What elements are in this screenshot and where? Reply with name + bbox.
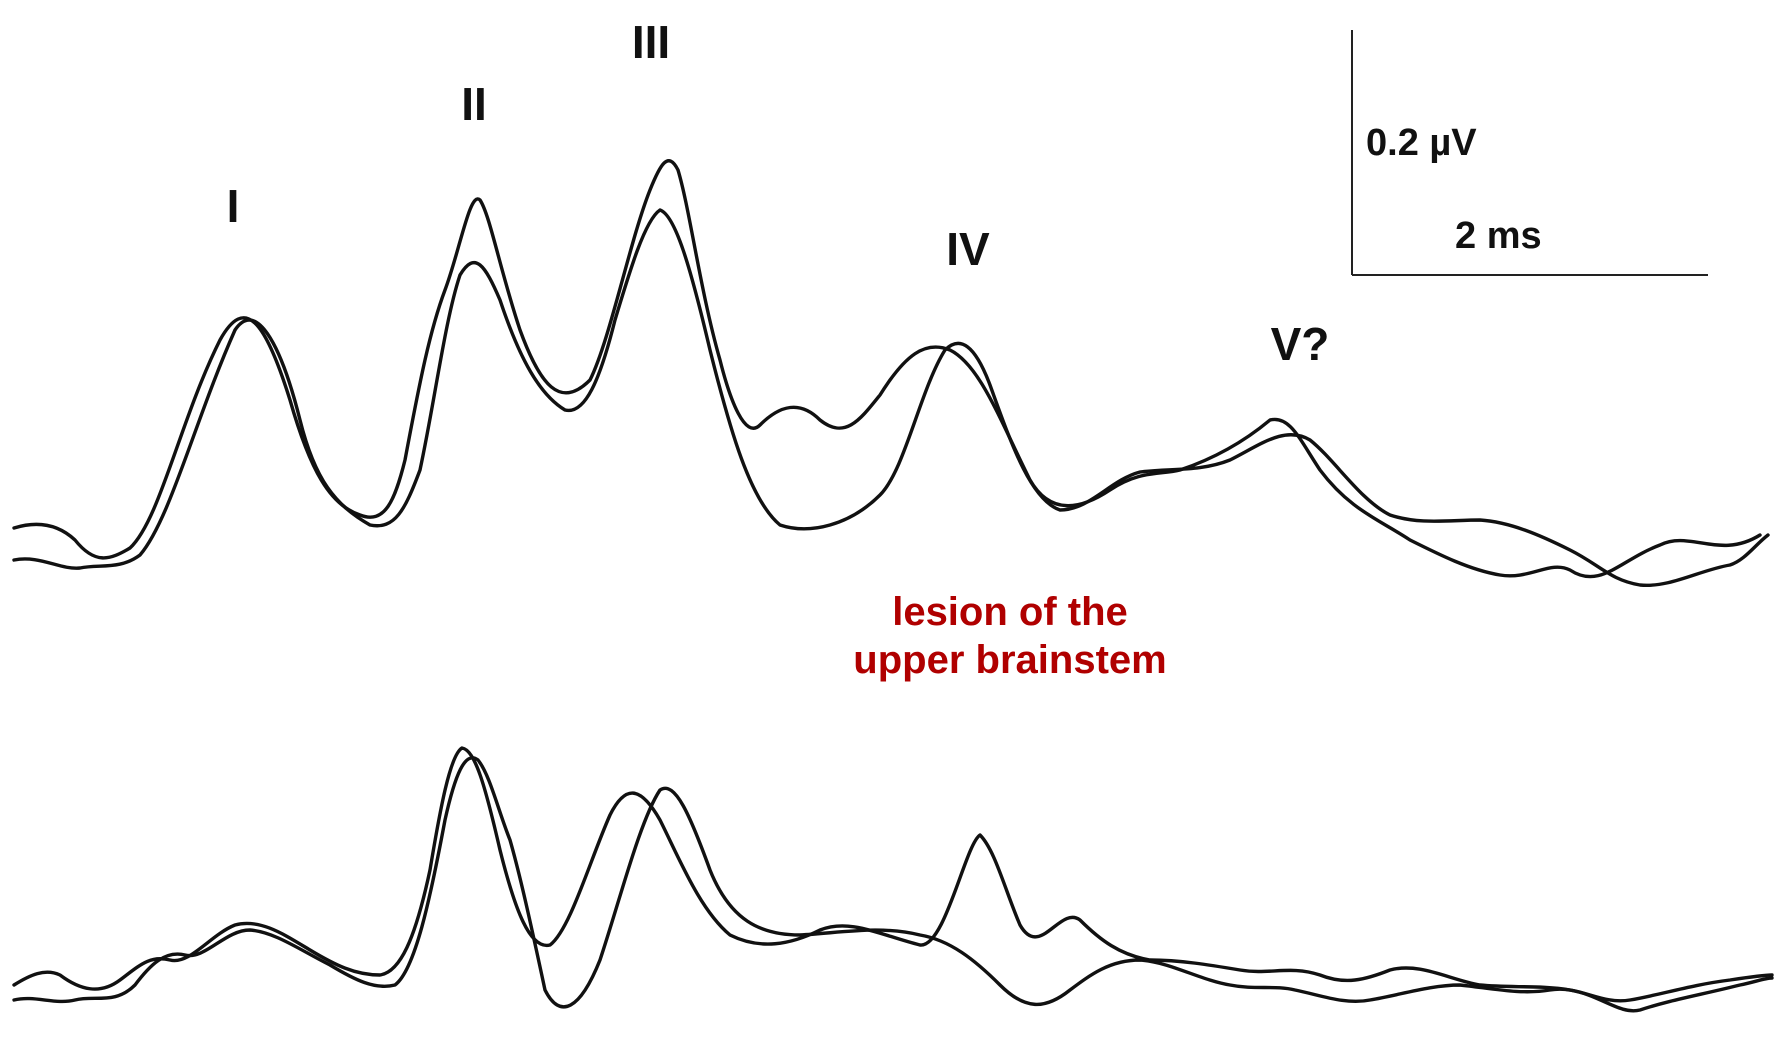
- peak-label-iv: IV: [946, 223, 990, 275]
- lesion-caption: lesion of the upper brainstem: [760, 588, 1260, 684]
- caption-line-2: upper brainstem: [853, 638, 1167, 682]
- peak-label-v: V?: [1271, 318, 1330, 370]
- lower-trace-b: [12, 756, 1774, 1009]
- upper-trace-b: [12, 208, 1770, 588]
- caption-line-1: lesion of the: [892, 590, 1128, 634]
- peak-label-ii: II: [461, 78, 487, 130]
- scale-time-label: 2 ms: [1455, 215, 1542, 257]
- peak-label-i: I: [227, 180, 240, 232]
- peak-label-iii: III: [632, 16, 670, 68]
- scale-amplitude-label: 0.2 µV: [1366, 122, 1477, 164]
- upper-trace-a: [12, 159, 1762, 579]
- lower-trace-a: [12, 746, 1774, 1013]
- scale-bar: 0.2 µV 2 ms: [1351, 30, 1708, 276]
